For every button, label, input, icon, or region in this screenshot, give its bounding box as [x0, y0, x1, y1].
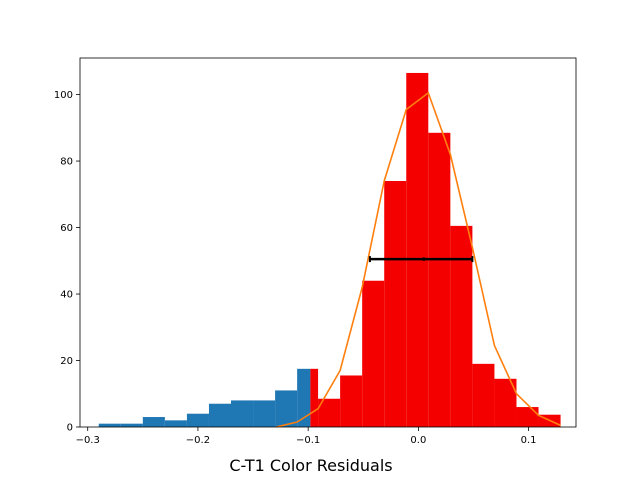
y-tick-label: 40 — [60, 290, 73, 301]
histogram-bar — [494, 378, 517, 427]
y-axis-ticks: 0 20 40 60 80 100 — [54, 90, 80, 434]
bars-layer — [98, 72, 561, 427]
y-tick-label: 0 — [67, 423, 73, 434]
y-tick-label: 80 — [60, 157, 73, 168]
histogram-bar — [318, 398, 341, 427]
x-axis-label: C-T1 Color Residuals — [229, 456, 392, 475]
histogram-bar — [253, 400, 276, 427]
errorbar-center-point — [422, 257, 426, 261]
fit-curve-line — [276, 91, 561, 428]
histogram-bar — [384, 181, 407, 427]
histogram-bar — [208, 403, 232, 427]
x-tick-label: −0.2 — [186, 435, 210, 446]
histogram-bar — [142, 417, 165, 427]
histogram-bar — [275, 390, 298, 427]
histogram-bar — [406, 72, 429, 427]
x-tick-label: −0.1 — [296, 435, 320, 446]
histogram-bar — [362, 280, 385, 427]
errorbar-layer — [368, 256, 474, 263]
histogram-bar — [120, 423, 143, 427]
histogram-bar — [231, 400, 254, 427]
y-tick-label: 60 — [60, 223, 73, 234]
y-tick-label: 100 — [54, 90, 73, 101]
histogram-bar — [450, 225, 473, 427]
x-tick-label: −0.3 — [76, 435, 100, 446]
histogram-bar — [340, 375, 363, 427]
histogram-bar — [164, 420, 187, 427]
x-tick-label: 0.1 — [521, 435, 537, 446]
histogram-bar — [310, 368, 319, 427]
x-tick-label: 0.0 — [410, 435, 426, 446]
histogram-bar — [186, 413, 209, 427]
fit-curve-layer — [276, 91, 561, 428]
histogram-bar — [516, 407, 539, 427]
plot-frame — [79, 57, 577, 428]
histogram-bar — [428, 132, 451, 427]
histogram-bar — [472, 363, 495, 427]
y-tick-label: 20 — [60, 356, 73, 367]
x-axis-ticks: −0.3 −0.2 −0.1 0.0 0.1 — [76, 427, 537, 446]
histogram-bar — [297, 368, 311, 427]
histogram-bar — [98, 423, 121, 427]
